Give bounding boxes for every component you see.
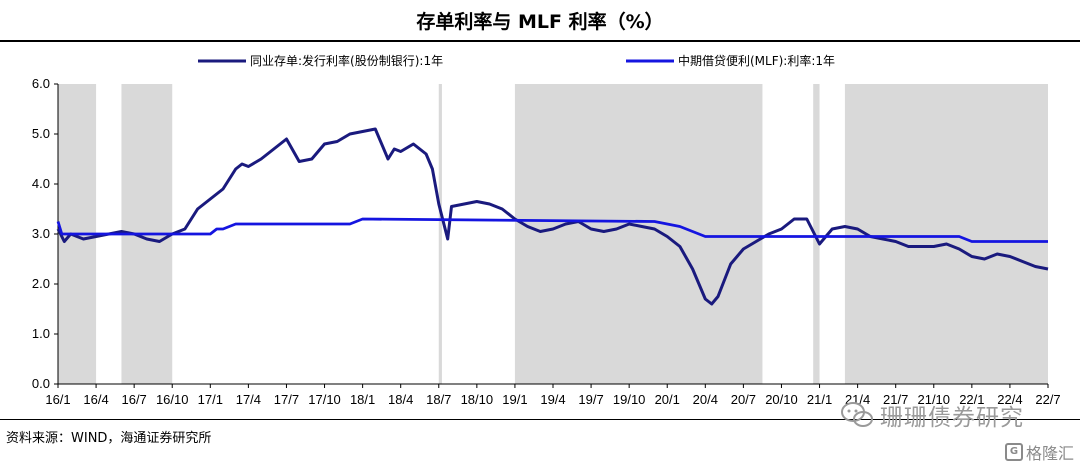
x-tick-label-25: 22/4 — [997, 392, 1022, 407]
shaded-period-5 — [844, 84, 1048, 384]
series-group — [56, 127, 1049, 306]
footer-divider — [0, 419, 1080, 420]
x-tick-label-7: 17/10 — [308, 392, 341, 407]
wechat-icon — [841, 402, 873, 427]
x-tick-label-24: 22/1 — [959, 392, 984, 407]
legend-label-1: 中期借贷便利(MLF):利率:1年 — [678, 53, 835, 68]
x-tick-label-1: 16/4 — [83, 392, 108, 407]
watermark: 珊珊债券研究 — [840, 398, 1024, 432]
x-tick-label-26: 22/7 — [1035, 392, 1060, 407]
x-tick-label-4: 17/1 — [198, 392, 223, 407]
x-tick-label-0: 16/1 — [45, 392, 70, 407]
x-tick-label-15: 19/10 — [613, 392, 646, 407]
x-tick-label-23: 21/10 — [917, 392, 950, 407]
x-tick-label-2: 16/7 — [121, 392, 146, 407]
x-tick-label-6: 17/7 — [274, 392, 299, 407]
x-tick-label-16: 20/1 — [655, 392, 680, 407]
x-tick-label-17: 20/4 — [693, 392, 718, 407]
y-tick-label-6: 6.0 — [32, 76, 50, 91]
axes: 0.0 1.0 2.0 3.0 4.0 5.0 6.0 16/1 16/4 16/7 16/10 17… — [32, 76, 1061, 407]
x-tick-label-12: 19/1 — [502, 392, 527, 407]
brand-text: 格隆汇 — [1026, 444, 1075, 463]
x-tick-label-18: 20/7 — [731, 392, 756, 407]
brand-logo: G 格隆汇 — [1005, 440, 1074, 464]
shaded-period-2 — [438, 84, 442, 384]
chart-title: 存单利率与 MLF 利率（%） — [416, 10, 664, 33]
y-tick-label-1: 1.0 — [32, 326, 50, 341]
x-tick-label-5: 17/4 — [236, 392, 261, 407]
x-tick-label-13: 19/4 — [540, 392, 565, 407]
watermark-text: 珊珊债券研究 — [880, 405, 1024, 431]
series-line-1 — [56, 217, 1048, 243]
x-tick-label-19: 20/10 — [765, 392, 798, 407]
x-tick-label-10: 18/7 — [426, 392, 451, 407]
y-tick-label-3: 3.0 — [32, 226, 50, 241]
x-tick-label-8: 18/1 — [350, 392, 375, 407]
title-bar: 存单利率与 MLF 利率（%） — [0, 0, 1080, 42]
y-tick-label-4: 4.0 — [32, 176, 50, 191]
shaded-periods — [58, 84, 1048, 384]
shaded-period-4 — [813, 84, 820, 384]
x-tick-label-11: 18/10 — [461, 392, 494, 407]
x-tick-label-3: 16/10 — [156, 392, 189, 407]
shaded-period-3 — [514, 84, 763, 384]
legend: 同业存单:发行利率(股份制银行):1年 中期借贷便利(MLF):利率:1年 — [198, 53, 835, 68]
source-note: 资料来源：WIND，海通证券研究所 — [6, 431, 212, 446]
brand-box: G — [1005, 443, 1023, 461]
x-tick-label-14: 19/7 — [578, 392, 603, 407]
x-tick-label-9: 18/4 — [388, 392, 413, 407]
y-tick-label-5: 5.0 — [32, 126, 50, 141]
legend-label-0: 同业存单:发行利率(股份制银行):1年 — [250, 53, 443, 68]
line-chart: 同业存单:发行利率(股份制银行):1年 中期借贷便利(MLF):利率:1年 0.0… — [32, 53, 1061, 407]
y-tick-label-2: 2.0 — [32, 276, 50, 291]
y-tick-label-0: 0.0 — [32, 376, 50, 391]
x-tick-label-20: 21/1 — [807, 392, 832, 407]
x-tick-label-22: 21/7 — [883, 392, 908, 407]
